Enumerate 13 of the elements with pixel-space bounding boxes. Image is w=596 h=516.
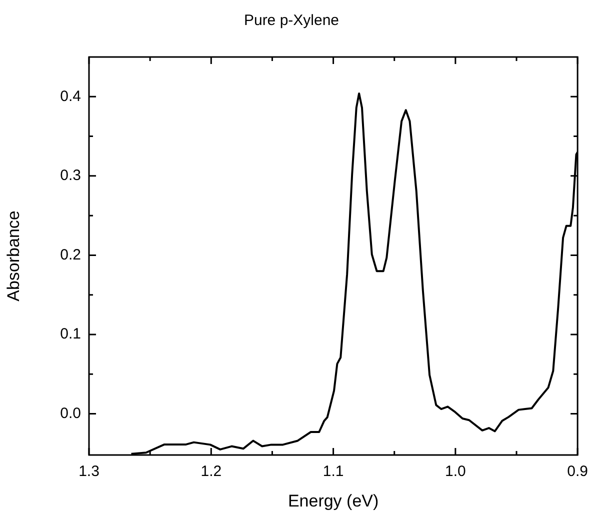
x-tick-label: 0.9 <box>567 463 588 480</box>
x-tick-label: 1.3 <box>78 463 100 480</box>
y-tick-label: 0.1 <box>60 326 81 343</box>
chart-title: Pure p-Xylene <box>244 12 340 30</box>
x-tick-label: 1.1 <box>322 463 344 480</box>
y-tick-label: 0.2 <box>60 246 81 264</box>
y-tick-label: 0.0 <box>60 404 81 422</box>
y-tick-label: 0.3 <box>60 167 81 184</box>
x-axis-title: Energy (eV) <box>288 491 379 510</box>
x-tick-label: 1.0 <box>445 463 466 480</box>
x-tick-label: 1.2 <box>200 463 222 480</box>
y-axis-title: Absorbance <box>4 210 23 302</box>
y-tick-label: 0.4 <box>60 88 81 105</box>
